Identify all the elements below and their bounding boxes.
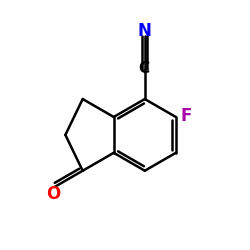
Text: N: N <box>138 22 152 40</box>
Text: O: O <box>46 185 61 203</box>
Text: F: F <box>180 107 192 125</box>
Text: C: C <box>138 61 149 76</box>
